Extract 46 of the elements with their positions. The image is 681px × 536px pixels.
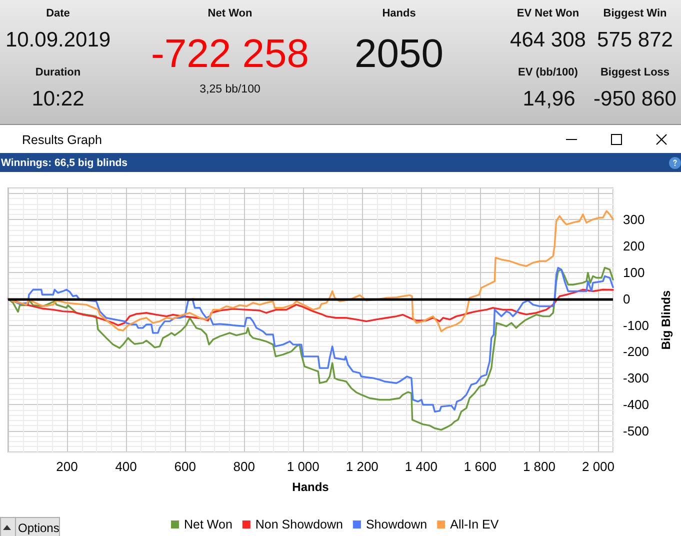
button: Options [0, 517, 60, 536]
x-tick-label: 1 200 [346, 459, 378, 474]
x-tick-label: 1 600 [464, 459, 496, 474]
text: 464 308 [510, 28, 586, 52]
text: EV (bb/100) [518, 66, 578, 78]
y-tick-label: -400 [623, 396, 650, 412]
text: EV Net Won [516, 8, 580, 20]
y-tick-label: -200 [623, 344, 650, 360]
x-tick-label: 2 000 [582, 459, 615, 474]
text: Hands [382, 8, 416, 20]
text: 2050 [354, 32, 444, 76]
chart-title: Results Graph [22, 133, 102, 147]
y-tick-label: 200 [623, 238, 645, 254]
text: Duration [35, 66, 81, 78]
y-tick-label: -500 [623, 423, 650, 438]
y-tick-label: -100 [623, 318, 650, 333]
legend-label: All-In EV [450, 518, 500, 532]
y-axis-title: Big Blinds [658, 290, 673, 350]
legend-label: Non Showdown [255, 518, 344, 532]
x-tick-label: 1 400 [404, 459, 438, 474]
x-tick-label: 800 [233, 459, 255, 474]
text: Date [46, 8, 70, 20]
x-tick-label: 200 [56, 459, 78, 474]
x-tick-label: 600 [174, 459, 196, 474]
text: 575 872 [597, 28, 673, 52]
text: 10.09.2019 [5, 28, 111, 52]
y-tick-label: 0 [623, 291, 630, 306]
text: Biggest Win [603, 8, 667, 20]
text: Biggest Loss [600, 66, 670, 78]
legend-label: Net Won [184, 518, 232, 532]
line-series [7, 210, 614, 332]
text: -722 258 [151, 32, 309, 76]
text: Net Won [208, 8, 252, 20]
text: 10:22 [32, 88, 84, 110]
x-tick-label: 400 [115, 459, 137, 474]
text: 3,25 bb/100 [200, 83, 260, 96]
text: 14,96 [522, 88, 576, 110]
x-tick-label: 1 800 [522, 459, 556, 474]
y-tick-label: 100 [623, 264, 645, 280]
x-axis-title: Hands [292, 480, 330, 494]
text: -950 860 [594, 88, 676, 110]
chart-subtitle: Winnings: 66,5 big blinds [1, 157, 128, 169]
x-tick-label: 1 000 [286, 459, 320, 474]
legend-label: Showdown [366, 518, 428, 532]
y-tick-label: 300 [623, 212, 645, 228]
y-tick-label: -300 [623, 370, 650, 386]
